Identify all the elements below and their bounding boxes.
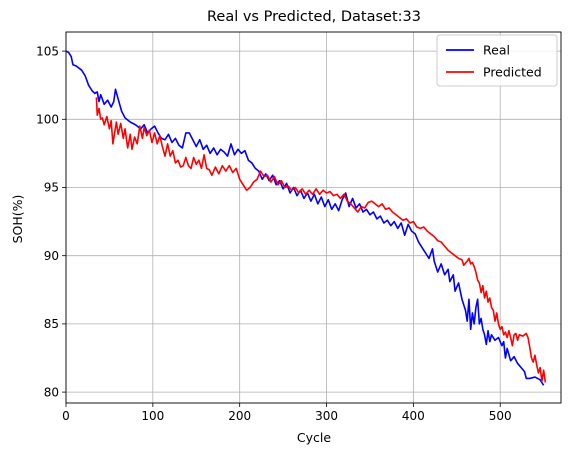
y-tick-label: 95 [44,181,59,195]
x-tick-label: 400 [402,409,425,423]
y-tick-label: 105 [36,44,59,58]
x-axis-label: Cycle [297,430,331,445]
legend: Real Predicted [436,34,558,87]
legend-label-predicted: Predicted [483,65,542,80]
x-tick-label: 500 [489,409,512,423]
x-tick-label: 200 [228,409,251,423]
grid [65,32,561,403]
series-line-predicted [95,97,547,383]
y-axis-label: SOH(%) [10,195,25,244]
legend-label-real: Real [483,43,510,58]
x-tick-label: 0 [62,409,70,423]
x-tick-label: 300 [315,409,338,423]
y-tick-label: 90 [44,249,59,263]
axis-ticks: 0 100 200 300 400 500 80 85 90 95 100 105 [36,44,512,423]
plot-frame [65,31,562,404]
y-tick-label: 85 [44,317,59,331]
series-lines [65,50,547,386]
x-tick-label: 100 [141,409,164,423]
chart-title: Real vs Predicted, Dataset:33 [207,9,421,25]
y-tick-label: 80 [44,385,59,399]
legend-box [436,34,558,87]
series-line-real [65,50,545,386]
y-tick-label: 100 [36,112,59,126]
